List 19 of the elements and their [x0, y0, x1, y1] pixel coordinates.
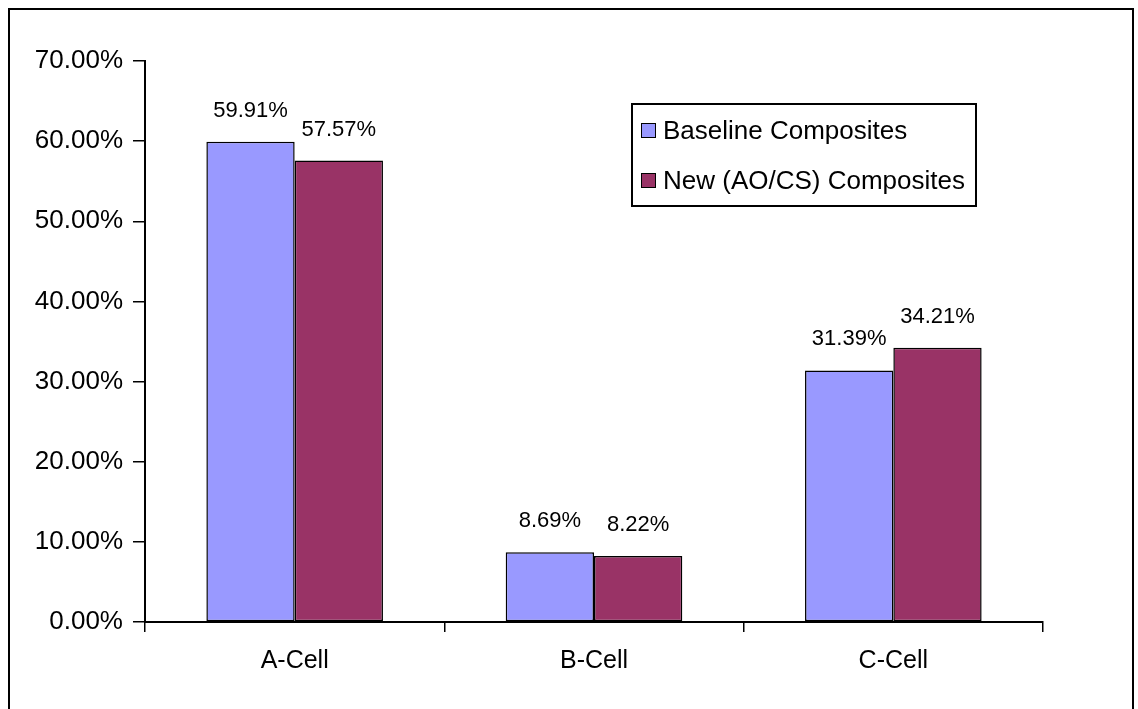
data-label: 8.22% — [606, 511, 670, 537]
legend-label: New (AO/CS) Composites — [663, 164, 965, 197]
y-tick-label: 40.00% — [34, 284, 123, 315]
x-tick-label: A-Cell — [260, 644, 329, 673]
x-tick-label: B-Cell — [559, 644, 629, 673]
data-label: 8.69% — [518, 507, 582, 533]
data-label: 57.57% — [301, 115, 377, 141]
data-label: 59.91% — [213, 96, 288, 122]
y-tick-label: 0.00% — [49, 605, 123, 636]
data-label: 34.21% — [900, 302, 975, 328]
y-tick-label: 20.00% — [34, 444, 123, 475]
y-tick-label: 10.00% — [34, 525, 123, 556]
legend-label: Baseline Composites — [663, 114, 908, 147]
data-label: 31.39% — [811, 325, 887, 351]
y-tick-label: 30.00% — [34, 364, 123, 395]
y-tick-label: 60.00% — [34, 124, 123, 155]
y-tick-label: 50.00% — [34, 204, 123, 235]
y-tick-label: 70.00% — [34, 44, 123, 75]
x-tick-label: C-Cell — [858, 644, 929, 673]
